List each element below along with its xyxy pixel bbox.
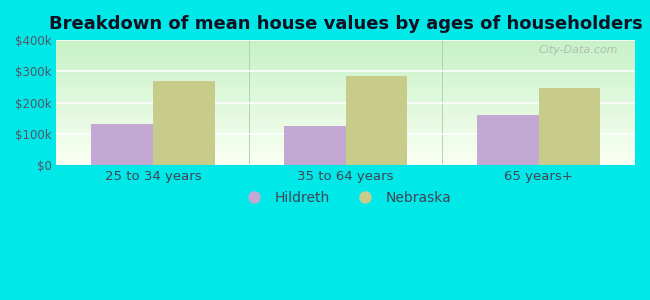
Legend: Hildreth, Nebraska: Hildreth, Nebraska xyxy=(235,185,457,210)
Bar xyxy=(477,115,539,165)
Bar xyxy=(284,126,346,165)
Bar xyxy=(91,124,153,165)
Title: Breakdown of mean house values by ages of householders: Breakdown of mean house values by ages o… xyxy=(49,15,643,33)
Bar xyxy=(539,88,601,165)
Bar xyxy=(153,81,215,165)
Bar xyxy=(346,76,408,165)
Text: City-Data.com: City-Data.com xyxy=(538,45,617,55)
